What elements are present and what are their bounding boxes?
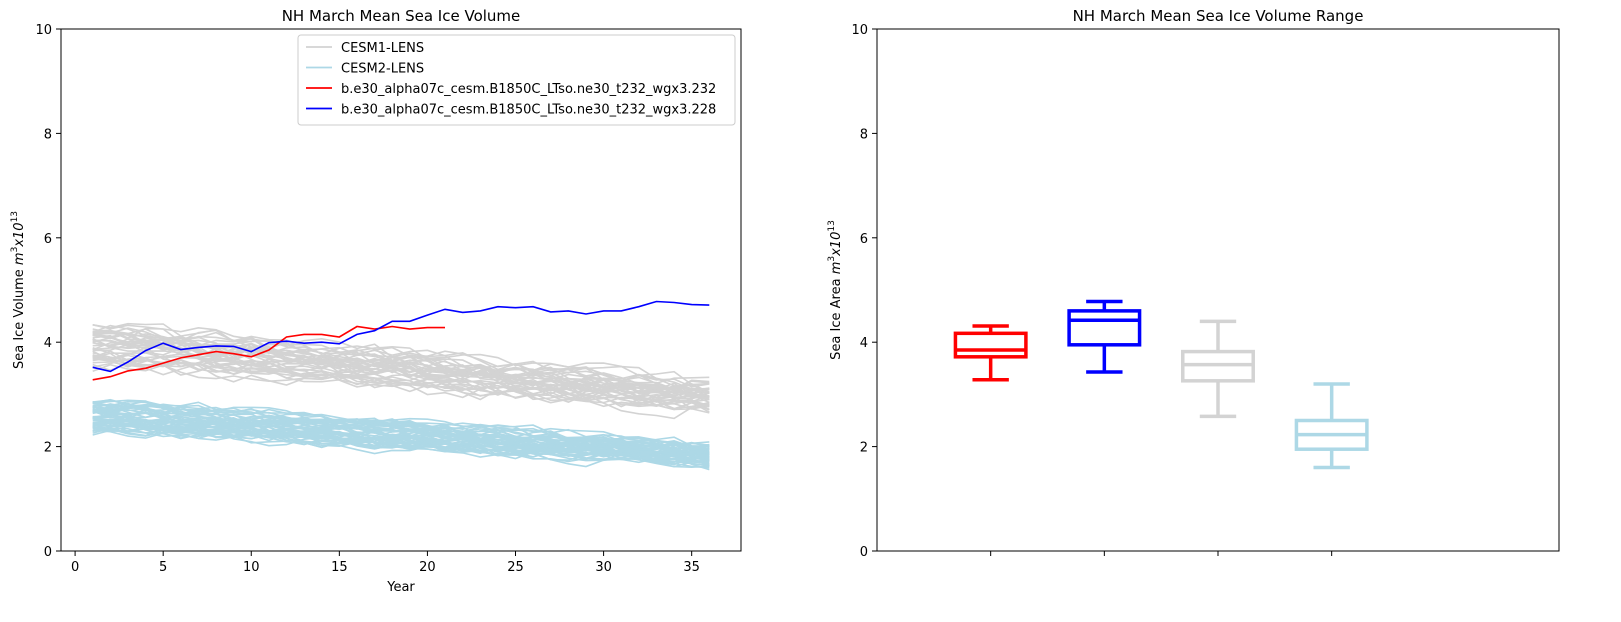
ensemble-member-line (92, 424, 710, 461)
ensemble-member-line (92, 410, 710, 453)
ensemble-member-line (92, 334, 710, 399)
legend-label: CESM2-LENS (341, 62, 424, 77)
box-body (953, 331, 1028, 359)
ensemble-member-line (92, 401, 710, 448)
legend-label: b.e30_alpha07c_cesm.B1850C_LTso.ne30_t23… (341, 82, 716, 97)
ensemble-member-line (92, 422, 710, 466)
x-tick-label: 20 (419, 560, 436, 575)
y-tick-label: 6 (860, 232, 868, 247)
y-tick-label: 8 (44, 127, 52, 142)
ensemble-member-line (92, 352, 710, 408)
x-tick-label: 5 (159, 560, 167, 575)
ensemble-member-line (92, 332, 710, 398)
line-chart-plot-area (92, 300, 710, 471)
line-chart-x-axis-label: Year (386, 580, 415, 595)
y-tick-label: 2 (44, 441, 52, 456)
x-tick-label: 25 (507, 560, 524, 575)
y-tick-label: 10 (35, 23, 52, 38)
y-tick-label: 0 (860, 545, 868, 560)
box-plot-1 (953, 324, 1028, 382)
box-plot-2 (1067, 299, 1142, 374)
ensemble-member-line (92, 363, 710, 420)
x-tick-label: 30 (595, 560, 612, 575)
ensemble-member-line (92, 416, 710, 462)
y-tick-label: 8 (860, 127, 868, 142)
box-plot-3 (1181, 319, 1255, 419)
box-chart-frame (876, 28, 1560, 552)
series-228-line (92, 300, 710, 373)
x-tick-label: 0 (71, 560, 79, 575)
x-tick-label: 15 (331, 560, 348, 575)
box-chart-axes: 0 2 4 6 8 10 (851, 23, 1560, 560)
y-tick-label: 10 (851, 23, 868, 38)
y-tick-label: 2 (860, 441, 868, 456)
legend-box (297, 34, 736, 126)
series-232-line (92, 325, 445, 381)
box-plot-4 (1294, 382, 1369, 470)
line-chart-axes: 0 5 10 15 20 25 30 35 0 2 4 6 8 10 (35, 23, 742, 575)
legend-label: CESM1-LENS (341, 41, 424, 56)
y-tick-label: 4 (44, 336, 52, 351)
ensemble-member-line (92, 329, 710, 394)
x-tick-label: 10 (243, 560, 260, 575)
ensemble-member-line (92, 326, 710, 391)
ensemble-member-line (92, 328, 710, 391)
ensemble-member-line (92, 341, 710, 398)
line-chart-legend: CESM1-LENS CESM2-LENS b.e30_alpha07c_cesm.… (297, 34, 736, 126)
line-chart-y-axis-label: Sea Ice Volume m3x1013 (10, 211, 27, 369)
x-tick-label: 35 (683, 560, 700, 575)
ensemble-member-line (92, 411, 710, 458)
y-tick-label: 6 (44, 232, 52, 247)
y-tick-label: 4 (860, 336, 868, 351)
line-chart: NH March Mean Sea Ice Volume 0 5 10 15 20 25 3… (10, 7, 742, 595)
y-tick-label: 0 (44, 545, 52, 560)
box-chart-title: NH March Mean Sea Ice Volume Range (1073, 7, 1364, 25)
line-chart-title: NH March Mean Sea Ice Volume (282, 7, 521, 25)
box-chart: NH March Mean Sea Ice Volume Range 0 2 4 6 8… (827, 7, 1560, 560)
legend-label: b.e30_alpha07c_cesm.B1850C_LTso.ne30_t23… (341, 103, 716, 118)
box-chart-plot-area (953, 299, 1369, 470)
ensemble-member-line (92, 399, 710, 452)
ensemble-member-line (92, 350, 710, 410)
box-body (1067, 309, 1142, 347)
ensemble-member-line (92, 422, 710, 467)
line-chart-frame (60, 28, 742, 552)
box-chart-y-axis-label: Sea Ice Area m3x1013 (827, 220, 844, 360)
ensemble-member-line (92, 398, 710, 451)
